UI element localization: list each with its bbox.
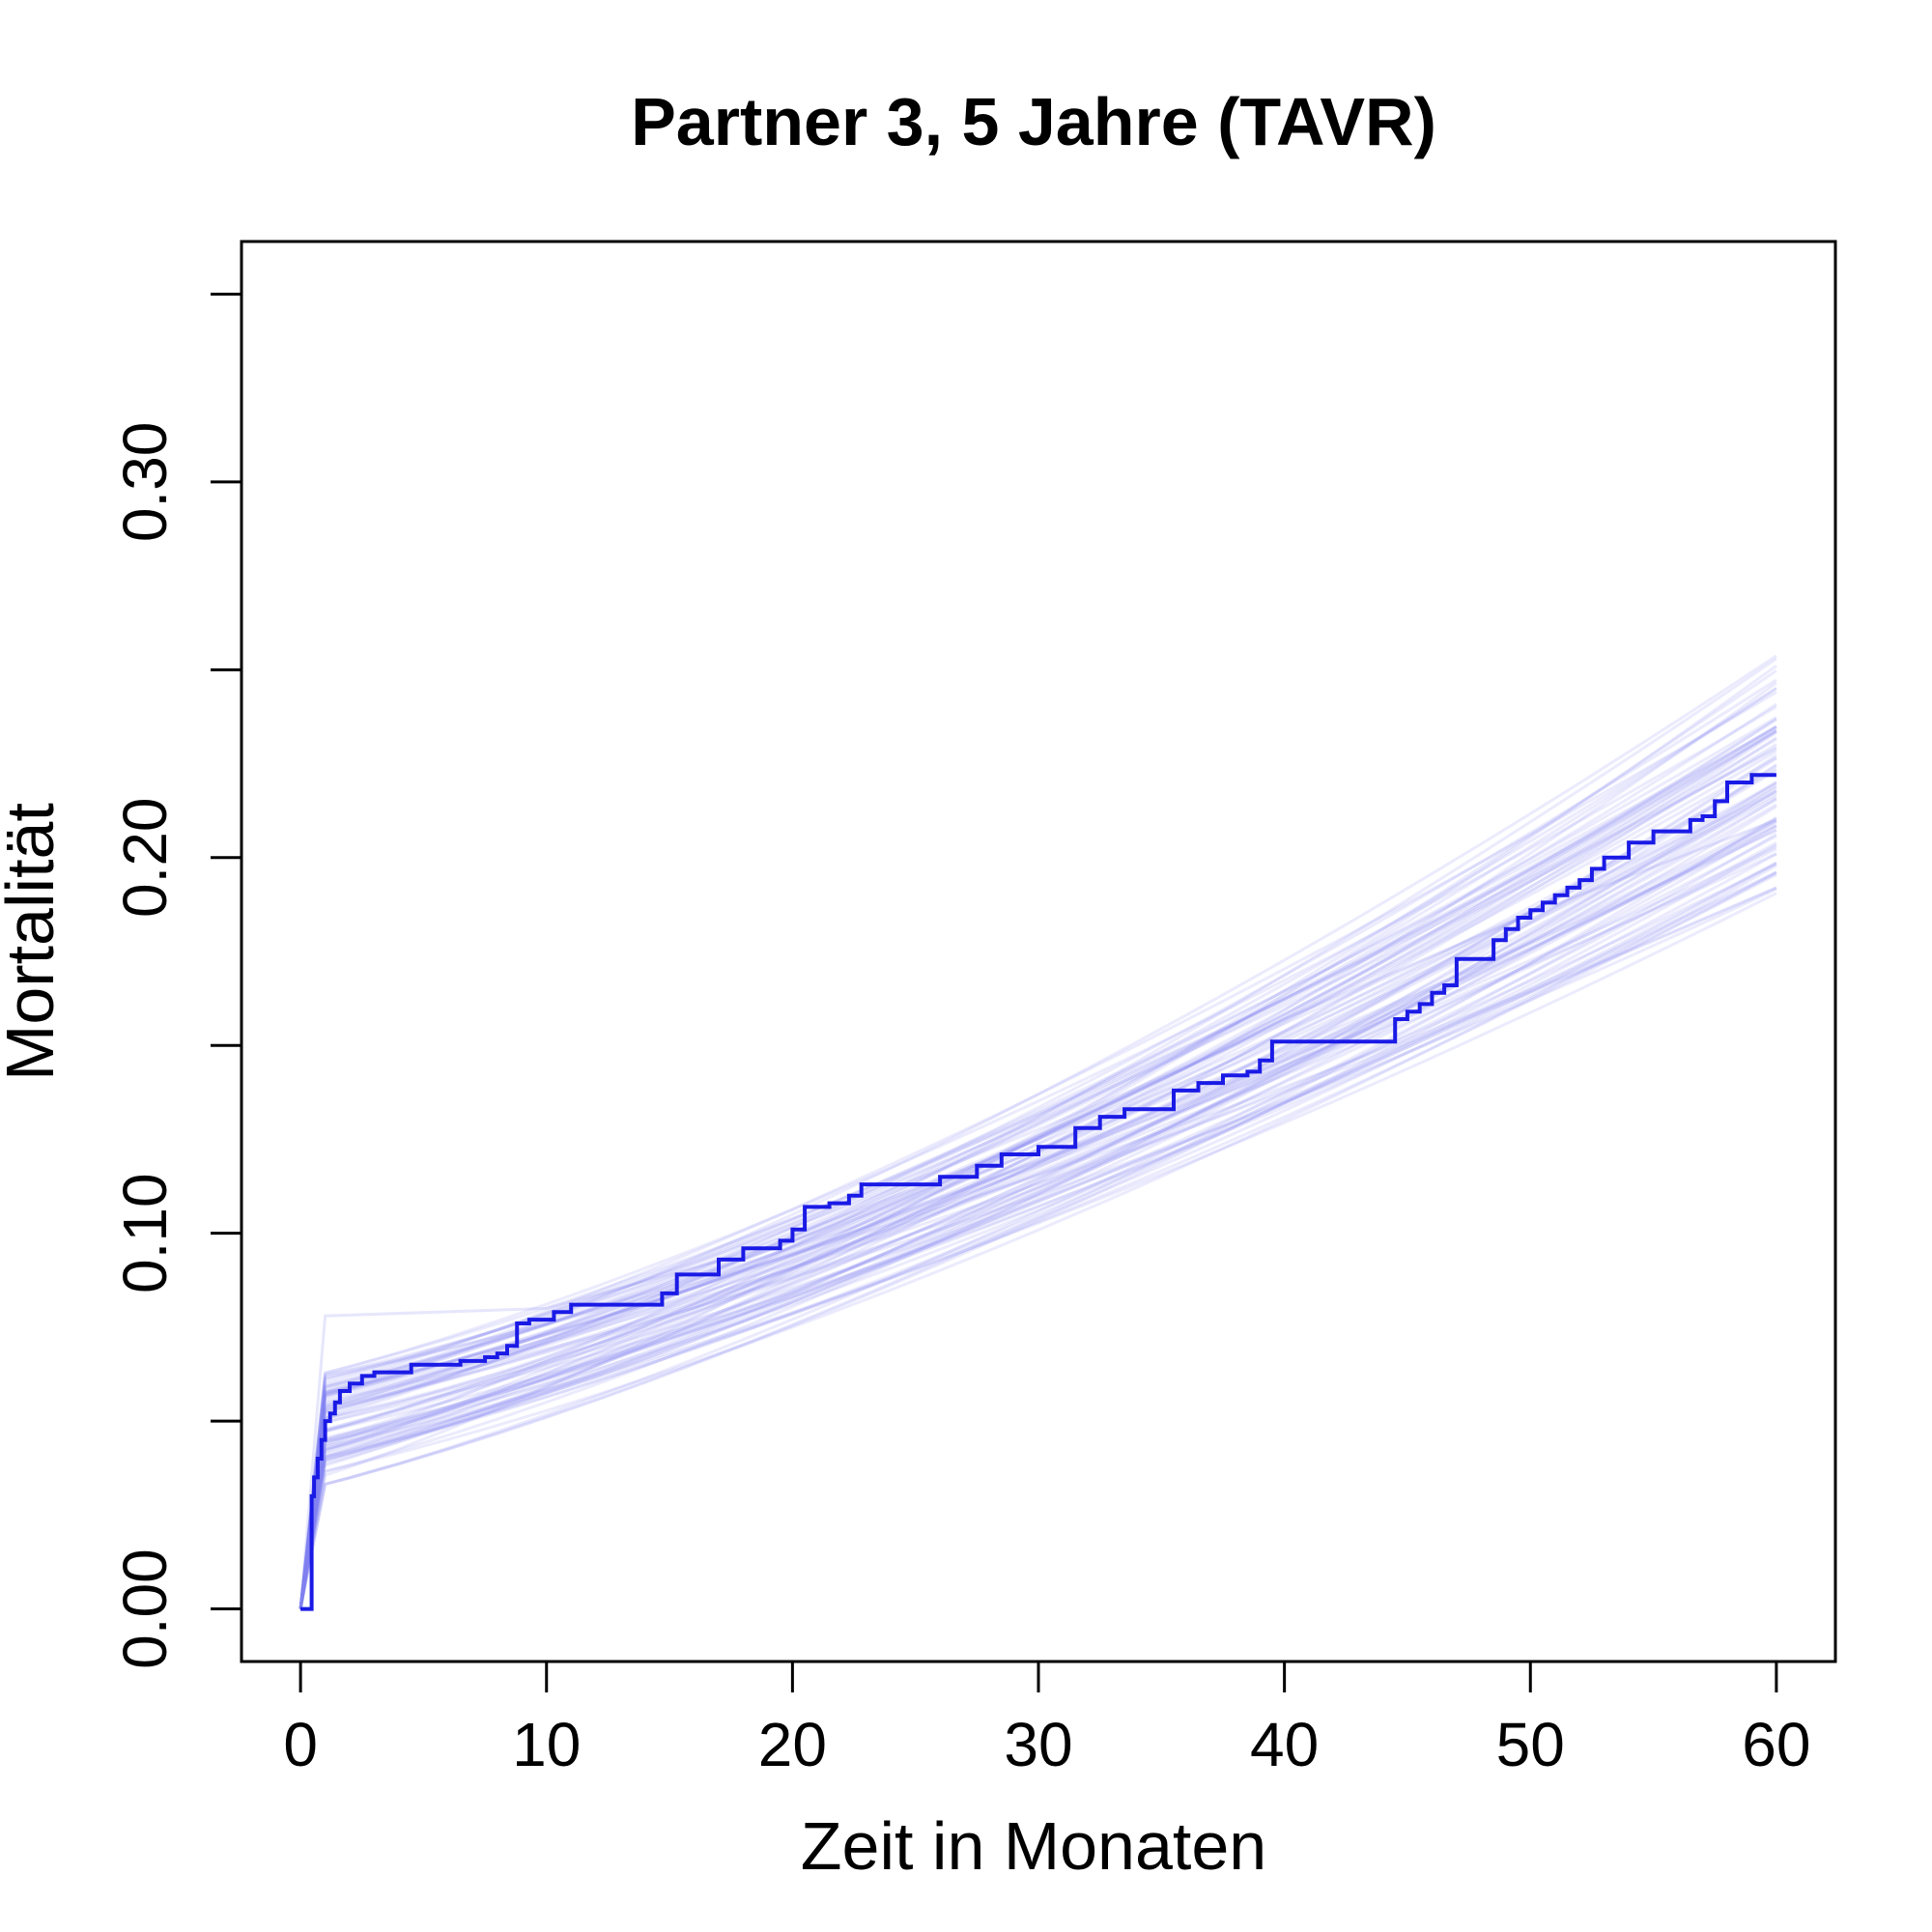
- simulated-curve: [298, 702, 1777, 1609]
- simulated-curve: [298, 790, 1777, 1609]
- simulated-curve: [298, 736, 1777, 1609]
- x-axis-label: Zeit in Monaten: [801, 1808, 1266, 1884]
- simulated-curve: [298, 828, 1777, 1609]
- simulated-curve: [298, 797, 1777, 1609]
- simulated-curve: [298, 657, 1777, 1609]
- simulated-curve: [298, 886, 1777, 1609]
- simulated-curve: [298, 763, 1777, 1609]
- simulated-curve: [298, 782, 1777, 1609]
- simulated-curve: [298, 870, 1777, 1609]
- simulated-curve: [298, 737, 1777, 1609]
- simulated-curve: [298, 731, 1777, 1609]
- simulated-curve: [298, 816, 1777, 1609]
- simulated-curve: [298, 730, 1777, 1609]
- simulated-curve: [298, 725, 1777, 1609]
- simulated-curve: [298, 803, 1777, 1609]
- simulated-curve: [298, 705, 1777, 1609]
- y-tick-label: 0.20: [110, 797, 180, 918]
- observed-step-line: [300, 773, 1776, 1611]
- simulated-curve: [298, 789, 1777, 1609]
- simulated-curve: [298, 845, 1777, 1609]
- simulated-curve: [298, 687, 1777, 1609]
- simulated-curve: [298, 852, 1777, 1609]
- x-tick-label: 10: [512, 1710, 581, 1779]
- y-tick-label: 0.00: [110, 1548, 180, 1669]
- simulated-curve: [298, 755, 1777, 1609]
- simulated-curve: [298, 668, 1777, 1609]
- simulated-curve: [298, 785, 1777, 1609]
- y-tick-label: 0.10: [110, 1173, 180, 1293]
- y-axis-label: Mortalität: [0, 803, 68, 1081]
- x-tick-label: 20: [758, 1710, 827, 1779]
- simulated-curve: [298, 746, 1777, 1609]
- simulated-curve: [298, 728, 1777, 1609]
- simulated-curve: [298, 841, 1777, 1609]
- simulated-curve: [298, 728, 1777, 1609]
- simulated-curve: [298, 864, 1777, 1609]
- simulated-curve: [298, 681, 1777, 1609]
- simulated-curve: [298, 818, 1777, 1609]
- simulated-curve: [298, 687, 1777, 1609]
- x-tick-label: 40: [1250, 1710, 1319, 1779]
- x-tick-label: 30: [1004, 1710, 1072, 1779]
- simulated-curve: [298, 835, 1777, 1609]
- simulated-curve: [298, 718, 1777, 1609]
- y-axis: 0.00 0.10 0.20 0.30: [110, 292, 243, 1669]
- simulated-curves: [298, 654, 1777, 1609]
- simulated-curve: [298, 888, 1777, 1609]
- simulated-curve: [298, 843, 1777, 1609]
- chart-title: Partner 3, 5 Jahre (TAVR): [631, 84, 1436, 159]
- observed-series: [300, 773, 1776, 1611]
- simulated-curve: [298, 718, 1777, 1609]
- simulated-curve: [298, 728, 1777, 1609]
- simulated-curve: [298, 691, 1777, 1609]
- simulated-curve: [298, 798, 1777, 1609]
- simulated-curve: [298, 873, 1777, 1609]
- simulated-curve: [298, 769, 1777, 1609]
- simulated-curve: [298, 805, 1777, 1609]
- simulated-curve: [298, 654, 1777, 1609]
- simulated-curve: [298, 861, 1777, 1609]
- x-tick-label: 60: [1742, 1710, 1810, 1779]
- x-tick-label: 50: [1496, 1710, 1565, 1779]
- x-axis: 0 10 20 30 40 50 60: [283, 1660, 1810, 1779]
- simulated-curve: [298, 870, 1777, 1609]
- simulated-curve: [298, 829, 1777, 1609]
- simulated-curve: [298, 823, 1777, 1609]
- simulated-curve: [298, 871, 1777, 1609]
- simulated-curve: [298, 825, 1777, 1609]
- simulated-curve: [298, 862, 1777, 1609]
- x-tick-label: 0: [283, 1710, 318, 1779]
- simulated-curve: [298, 781, 1777, 1609]
- simulated-curve: [298, 664, 1777, 1609]
- simulated-curve: [298, 716, 1777, 1609]
- simulated-curve: [298, 788, 1777, 1609]
- simulated-curve: [298, 892, 1777, 1609]
- simulated-curve: [298, 818, 1777, 1609]
- y-tick-label: 0.30: [110, 422, 180, 543]
- simulated-curve: [298, 862, 1777, 1609]
- simulated-curve: [298, 747, 1777, 1609]
- simulated-curve: [298, 833, 1777, 1609]
- simulated-curve: [298, 784, 1777, 1609]
- simulated-curve: [298, 820, 1777, 1609]
